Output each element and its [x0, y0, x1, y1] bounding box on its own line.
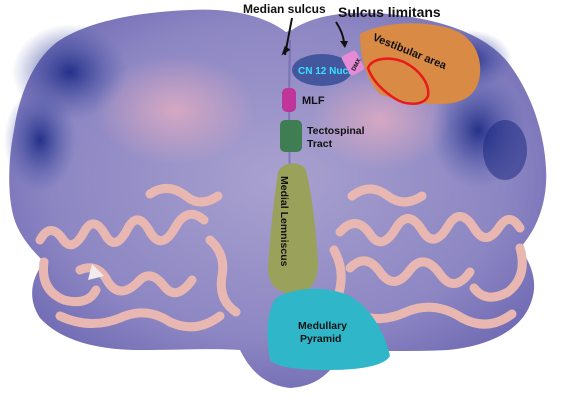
olive-lumen-left — [88, 264, 104, 280]
dark-stain-left-lateral — [4, 88, 76, 192]
label-mlf: MLF — [302, 95, 325, 107]
pink-zone-left — [95, 55, 255, 165]
medial-lemniscus-region — [268, 163, 318, 294]
label-median-sulcus: Median sulcus — [243, 2, 326, 16]
label-tectospinal-line2: Tract — [307, 138, 333, 150]
cn12-nucleus-region — [292, 54, 352, 86]
label-pyramid-line2: Pyramid — [300, 333, 341, 345]
median-sulcus-arrow — [281, 17, 293, 56]
label-pyramid-line1: Medullary — [298, 320, 347, 332]
sulcus-limitans-arrow — [335, 21, 348, 48]
label-cn12-nucleus: CN 12 Nuc. — [298, 66, 351, 77]
mlf-region — [282, 88, 296, 112]
label-dmx: DMX — [351, 58, 363, 73]
red-outline-highlight — [366, 57, 430, 105]
label-tectospinal-line1: Tectospinal — [307, 125, 365, 137]
dark-stain-right-inner — [483, 120, 527, 180]
inferior-olive-right — [329, 184, 527, 329]
label-medial-lemniscus: Medial Lemniscus — [278, 176, 290, 267]
label-sulcus-limitans: Sulcus limitans — [338, 4, 441, 20]
tectospinal-tract-region — [280, 120, 302, 152]
vestibular-area-region — [360, 23, 481, 105]
dmx-region — [341, 50, 365, 76]
inferior-olive-left — [35, 184, 241, 332]
medullary-pyramid-region — [267, 288, 390, 370]
